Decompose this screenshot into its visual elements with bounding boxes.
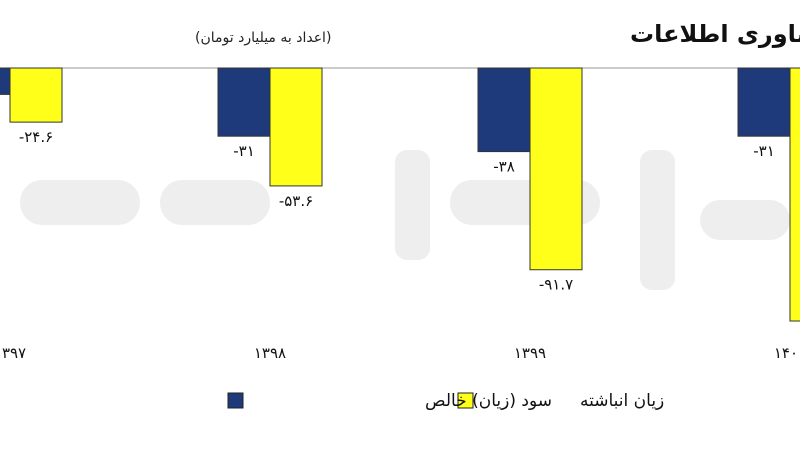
bar-net-profit-loss-1 bbox=[217, 67, 271, 137]
legend-label-net-profit-loss: سود (زیان) خالص bbox=[425, 391, 552, 411]
data-label-net-profit-loss-2: -۳۸ bbox=[493, 158, 515, 176]
x-tick-label-2: ۱۳۹۹ bbox=[514, 344, 546, 362]
bars-layer bbox=[0, 67, 800, 322]
bar-net-profit-loss-3 bbox=[737, 67, 791, 137]
watermark bbox=[20, 150, 790, 290]
x-tick-label-1: ۱۳۹۸ bbox=[254, 344, 286, 362]
bar-net-profit-loss-0 bbox=[0, 67, 11, 95]
data-label-net-profit-loss-1: -۳۱ bbox=[233, 142, 255, 160]
bar-accumulated-loss-2 bbox=[529, 67, 583, 271]
chart-subtitle: (اعداد به میلیارد تومان) bbox=[195, 30, 331, 46]
legend: زیان انباشته سود (زیان) خالص bbox=[227, 391, 664, 411]
legend-label-accumulated-loss: زیان انباشته bbox=[580, 391, 664, 411]
legend-swatch-net-profit-loss bbox=[227, 392, 244, 409]
chart-title: افزایش زیان انباشته فناوری اطلاعات bbox=[630, 20, 800, 48]
data-labels-layer: -۲۴.۶-۳۱-۵۳.۶-۳۸-۹۱.۷-۳۱- bbox=[19, 128, 775, 294]
bar-net-profit-loss-2 bbox=[477, 67, 531, 153]
bar-accumulated-loss-3 bbox=[789, 67, 800, 322]
data-label-accumulated-loss-0: -۲۴.۶ bbox=[19, 128, 53, 146]
data-label-accumulated-loss-2: -۹۱.۷ bbox=[539, 276, 573, 294]
data-label-accumulated-loss-1: -۵۳.۶ bbox=[279, 192, 313, 210]
x-tick-label-3: ۱۴۰۰ bbox=[774, 344, 800, 362]
data-label-net-profit-loss-3: -۳۱ bbox=[753, 142, 775, 160]
legend-swatch-accumulated-loss bbox=[457, 392, 474, 409]
bar-accumulated-loss-0 bbox=[9, 67, 63, 123]
bar-accumulated-loss-1 bbox=[269, 67, 323, 187]
